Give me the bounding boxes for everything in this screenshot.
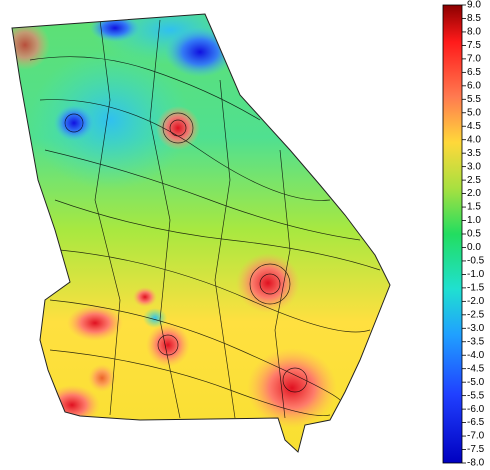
colorbar-tick-label: -4.0 bbox=[467, 350, 485, 361]
colorbar-tick-label: -2.0 bbox=[467, 296, 485, 307]
colorbar-tick-label: 2.0 bbox=[467, 188, 481, 199]
colorbar-tick-label: 6.0 bbox=[467, 80, 481, 91]
colorbar-tick-label: 5.5 bbox=[467, 94, 481, 105]
colorbar-tick-label: 2.5 bbox=[467, 175, 481, 186]
colorbar-tick-label: 0.5 bbox=[467, 229, 481, 240]
colorbar-tick-label: 6.5 bbox=[467, 67, 481, 78]
colorbar-tick-label: 8.5 bbox=[467, 13, 481, 24]
colorbar-tick-label: -8.0 bbox=[467, 458, 485, 469]
colorbar-tick-label: -3.0 bbox=[467, 323, 485, 334]
colorbar-tick-label: -6.0 bbox=[467, 404, 485, 415]
colorbar-tick-label: 3.0 bbox=[467, 161, 481, 172]
colorbar-tick-label: 1.0 bbox=[467, 215, 481, 226]
colorbar-tick-label: -1.5 bbox=[467, 283, 485, 294]
colorbar-tick-label: -5.5 bbox=[467, 390, 485, 401]
colorbar-tick-label: 3.5 bbox=[467, 148, 481, 159]
colorbar-tick-label: 1.5 bbox=[467, 202, 481, 213]
colorbar-tick-label: 4.5 bbox=[467, 121, 481, 132]
colorbar-tick-label: -7.0 bbox=[467, 431, 485, 442]
colorbar bbox=[442, 4, 463, 464]
colorbar-tick-label: -0.5 bbox=[467, 256, 485, 267]
colorbar-tick-label: -6.5 bbox=[467, 417, 485, 428]
colorbar-tick-label: 0.0 bbox=[467, 242, 481, 253]
colorbar-tick-label: -2.5 bbox=[467, 309, 485, 320]
colorbar-tick-label: 8.0 bbox=[467, 27, 481, 38]
colorbar-tick-label: -1.0 bbox=[467, 269, 485, 280]
colorbar-tick-label: 7.0 bbox=[467, 54, 481, 65]
colorbar-ticks: 9.0 8.5 8.0 7.5 7.0 6.5 6.0 5.5 5.0 4.5 4.0 3.5 3.0 2… bbox=[462, 0, 485, 469]
colorbar-tick-label: -4.5 bbox=[467, 363, 485, 374]
colorbar-tick-label: -7.5 bbox=[467, 444, 485, 455]
colorbar-tick-label: -3.5 bbox=[467, 336, 485, 347]
colorbar-tick-label: 5.0 bbox=[467, 107, 481, 118]
colorbar-tick-label: 9.0 bbox=[467, 0, 481, 11]
colorbar-tick-label: -5.0 bbox=[467, 377, 485, 388]
colorbar-tick-label: 7.5 bbox=[467, 40, 481, 51]
map-field bbox=[12, 14, 390, 452]
colorbar-tick-label: 4.0 bbox=[467, 134, 481, 145]
